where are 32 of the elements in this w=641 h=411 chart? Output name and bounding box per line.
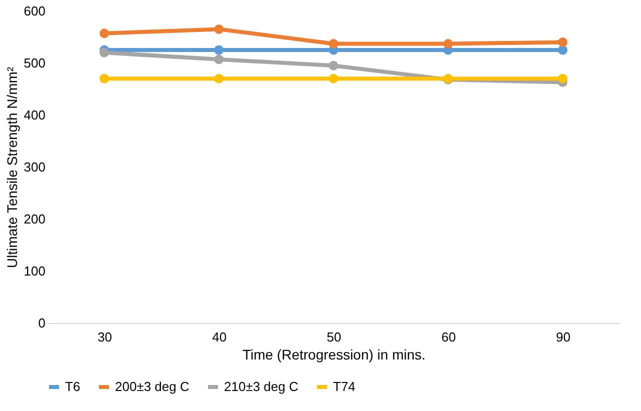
y-tick-label: 0 — [38, 316, 46, 330]
point — [214, 45, 224, 55]
point — [214, 54, 224, 64]
point — [214, 24, 224, 34]
y-tick-label: 600 — [24, 4, 46, 18]
point — [100, 74, 110, 84]
point — [100, 28, 110, 38]
point — [328, 60, 338, 70]
point — [558, 74, 568, 84]
legend-label: 200±3 deg C — [115, 379, 190, 394]
point — [443, 39, 453, 48]
x-tick-label: 50 — [326, 330, 342, 344]
y-tick-label: 400 — [24, 108, 46, 122]
y-tick-label: 200 — [24, 212, 46, 226]
point — [214, 74, 224, 84]
legend-label: T6 — [65, 379, 80, 394]
x-axis-title: Time (Retrogression) in mins. — [242, 346, 426, 362]
y-tick-label: 500 — [24, 56, 46, 70]
x-tick-label: 60 — [441, 330, 456, 344]
point — [558, 37, 568, 47]
x-tick-label: 90 — [556, 330, 570, 344]
x-tick-label: 30 — [98, 330, 112, 344]
legend-label: 210±3 deg C — [224, 379, 298, 394]
point — [100, 48, 110, 58]
point — [558, 45, 568, 55]
x-tick-label: 40 — [212, 330, 227, 344]
y-tick-label: 300 — [24, 160, 46, 174]
y-axis-title: Ultimate Tensile Strength N/mm² — [4, 66, 20, 268]
y-tick-label: 100 — [24, 264, 46, 278]
point — [328, 74, 338, 84]
point — [328, 39, 338, 48]
legend-label: T74 — [333, 379, 356, 394]
